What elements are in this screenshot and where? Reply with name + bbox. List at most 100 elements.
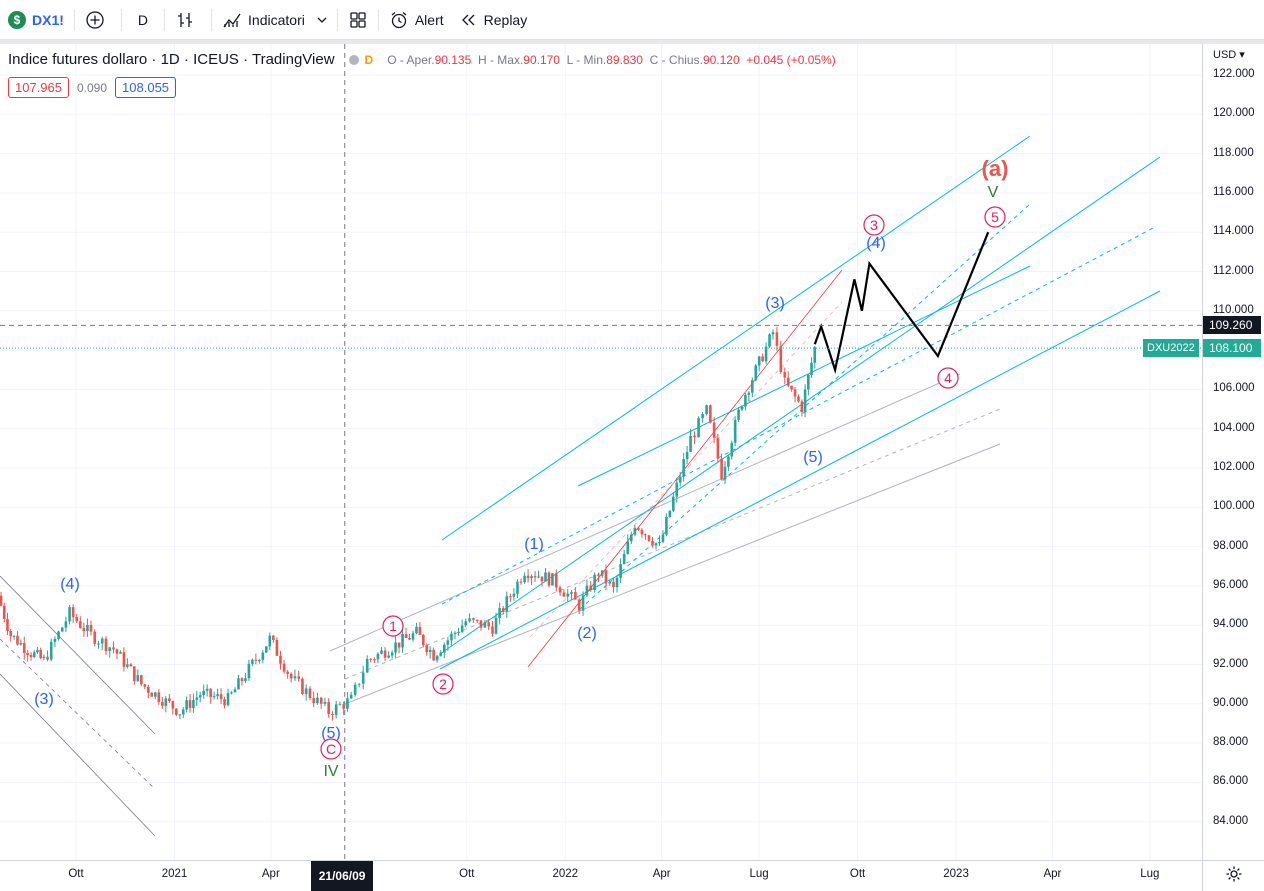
candle-body bbox=[658, 541, 661, 544]
candle-body bbox=[432, 649, 435, 661]
candle-body bbox=[501, 608, 505, 612]
chart-settings-button[interactable] bbox=[1202, 860, 1264, 891]
ohlc-values: O - Aper.90.135 H - Max.90.170 L - Min.8… bbox=[387, 53, 836, 67]
candle-body bbox=[574, 592, 577, 600]
candle-body bbox=[554, 573, 558, 588]
candle-body bbox=[181, 709, 185, 715]
candle-body bbox=[640, 529, 644, 535]
wave-label-a: (a) bbox=[982, 156, 1009, 181]
trend-line bbox=[441, 135, 1031, 541]
candle-body bbox=[483, 622, 487, 628]
candle-body bbox=[147, 686, 150, 693]
candle-body bbox=[29, 654, 33, 657]
candle-body bbox=[487, 622, 490, 627]
price-tick-label: 96.000 bbox=[1213, 578, 1249, 591]
chart-legend: Indice futures dollaro · 1D · ICEUS · Tr… bbox=[8, 51, 836, 68]
trend-line bbox=[0, 575, 156, 735]
sell-price-button[interactable]: 107.965 bbox=[8, 77, 69, 98]
candle-body bbox=[49, 641, 53, 660]
candle-body bbox=[547, 572, 551, 586]
time-axis[interactable]: Ott 2021 Apr Ott 2022 Apr Lug Ott 2023 Apr Lug 21/… bbox=[0, 860, 1202, 891]
candle-body bbox=[577, 599, 581, 611]
close-label: C - Chius. bbox=[649, 52, 703, 67]
replay-button[interactable]: Replay bbox=[452, 0, 536, 40]
alarm-clock-icon bbox=[389, 10, 409, 30]
symbol-search-button[interactable]: $ DX1! bbox=[0, 0, 72, 40]
price-tick-label: 98.000 bbox=[1213, 539, 1249, 552]
trend-line bbox=[439, 156, 1161, 655]
candle-body bbox=[665, 516, 668, 535]
candle-body bbox=[544, 572, 547, 582]
buy-price-button[interactable]: 108.055 bbox=[115, 77, 177, 98]
candle-body bbox=[566, 593, 570, 597]
wave-label-blue: (5) bbox=[321, 725, 341, 742]
candle-body bbox=[712, 422, 716, 438]
chart-type-button[interactable] bbox=[167, 0, 209, 40]
top-toolbar: $ DX1! D Indicatori Alert bbox=[0, 0, 1264, 40]
trend-line bbox=[529, 301, 843, 638]
candle-body bbox=[647, 535, 651, 541]
candle-body bbox=[16, 635, 19, 645]
candle-body bbox=[376, 653, 380, 660]
candle-body bbox=[615, 577, 619, 588]
candle-body bbox=[323, 701, 327, 704]
plus-circle-icon bbox=[85, 10, 105, 30]
alert-button[interactable]: Alert bbox=[381, 0, 452, 40]
candle-body bbox=[136, 675, 140, 682]
candle-body bbox=[342, 704, 345, 709]
price-tick-label: 114.000 bbox=[1213, 225, 1254, 238]
time-tick-label: Apr bbox=[261, 868, 280, 880]
candle-body bbox=[472, 618, 475, 620]
candle-body bbox=[108, 647, 112, 651]
currency-selector[interactable]: USD ▾ bbox=[1213, 49, 1245, 61]
candle-body bbox=[42, 656, 46, 658]
symbol-title[interactable]: Indice futures dollaro · 1D · ICEUS · Tr… bbox=[8, 51, 335, 68]
price-chart[interactable]: (4) (3) (5) (1) (2) (3) (4) (5) 1 2 3 4 5 C (a) IV V bbox=[0, 44, 1202, 860]
candle-body bbox=[761, 356, 764, 362]
chart-pane[interactable]: (4) (3) (5) (1) (2) (3) (4) (5) 1 2 3 4 5 C (a) IV V Ind… bbox=[0, 44, 1202, 860]
candle-body bbox=[301, 678, 304, 694]
candle-body bbox=[519, 581, 523, 583]
wave-label-pink-circle bbox=[863, 214, 885, 236]
candle-body bbox=[793, 389, 797, 397]
price-tick-label: 84.000 bbox=[1213, 814, 1249, 827]
interval-button[interactable]: D bbox=[124, 0, 162, 40]
candle-body bbox=[126, 664, 129, 667]
candle-body bbox=[630, 534, 633, 542]
price-tick-label: 102.000 bbox=[1213, 461, 1255, 473]
candle-body bbox=[36, 649, 39, 653]
candle-body bbox=[268, 635, 272, 647]
compare-button[interactable] bbox=[77, 0, 119, 40]
alert-label: Alert bbox=[414, 11, 444, 28]
dollar-icon: $ bbox=[8, 10, 26, 29]
candle-body bbox=[644, 534, 647, 536]
time-tick-label: Apr bbox=[652, 868, 671, 880]
candle-body bbox=[446, 640, 450, 645]
candle-body bbox=[293, 676, 297, 679]
candle-body bbox=[408, 637, 411, 640]
chevron-down-icon bbox=[317, 15, 327, 25]
delayed-badge[interactable]: D bbox=[348, 53, 373, 67]
close-value: 90.120 bbox=[702, 52, 740, 67]
layouts-button[interactable] bbox=[340, 0, 376, 40]
price-axis[interactable]: USD ▾ 122.000 120.000 118.000 116.000 114.00… bbox=[1202, 44, 1264, 860]
status-dot-icon bbox=[348, 54, 359, 65]
candle-body bbox=[622, 553, 626, 565]
candle-body bbox=[39, 649, 42, 658]
candle-body bbox=[373, 659, 376, 661]
candle-body bbox=[512, 593, 516, 597]
indicators-button[interactable]: Indicatori bbox=[214, 0, 335, 40]
candle-body bbox=[129, 664, 133, 667]
candle-body bbox=[202, 690, 205, 696]
candle-body bbox=[533, 576, 537, 578]
candle-body bbox=[807, 374, 810, 390]
candle-body bbox=[168, 698, 171, 702]
candle-body bbox=[279, 655, 282, 664]
candle-body bbox=[205, 688, 209, 691]
crosshair-price-label: 109.260 bbox=[1203, 316, 1261, 335]
candle-body bbox=[685, 451, 689, 460]
price-tick-label: 120.000 bbox=[1213, 107, 1255, 120]
candle-body bbox=[786, 377, 790, 386]
candle-body bbox=[750, 380, 754, 393]
low-value: 89.830 bbox=[606, 52, 643, 67]
